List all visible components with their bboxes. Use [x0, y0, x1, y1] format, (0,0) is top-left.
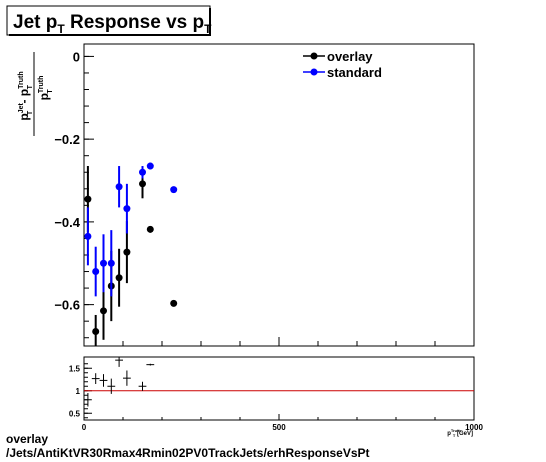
ratio-x-tick-label: 0 [82, 423, 87, 432]
legend: overlay standard [303, 49, 382, 80]
data-point-overlay [170, 299, 178, 307]
ratio-y-tick-label: 0.5 [69, 409, 81, 418]
ratio-x-tick-label: 500 [272, 423, 286, 432]
ratio-y-tick-label: 1 [76, 387, 81, 396]
y-tick-label: −0.2 [54, 132, 80, 147]
data-point-standard [100, 259, 107, 267]
data-point-standard [107, 259, 115, 267]
footer-label: overlay [6, 432, 49, 446]
data-point-standard [92, 268, 100, 276]
ratio-axes: 0.5 1 1.5 0 500 1000 [69, 363, 483, 432]
ratio-data-points [84, 357, 155, 407]
data-point-standard [139, 168, 146, 176]
svg-text:standard: standard [327, 65, 382, 80]
y-tick-label: −0.4 [54, 215, 80, 230]
data-point-standard [170, 186, 178, 194]
y-tick-label: 0 [73, 49, 80, 64]
data-point-overlay [92, 328, 100, 336]
legend-entry-overlay: overlay [303, 49, 373, 64]
data-point-overlay [146, 225, 154, 233]
data-point-overlay [139, 180, 146, 188]
legend-entry-standard: standard [303, 65, 382, 80]
main-axes: 0 −0.2 −0.4 −0.6 [54, 49, 475, 346]
data-point-standard [115, 183, 123, 191]
data-point-overlay [84, 195, 92, 203]
svg-text:overlay: overlay [327, 49, 373, 64]
data-point-overlay [115, 274, 123, 282]
data-point-overlay [123, 248, 131, 256]
footer-path: /Jets/AntiKtVR30Rmax4Rmin02PV0TrackJets/… [6, 446, 370, 460]
data-point-standard [123, 205, 131, 213]
data-point-standard [84, 232, 92, 240]
main-data-points [84, 162, 178, 346]
data-point-standard [146, 162, 154, 170]
data-point-overlay [100, 307, 107, 315]
y-tick-label: −0.6 [54, 298, 80, 313]
y-axis-label: pJet T - pTruth T pTruth T [17, 52, 54, 136]
ratio-y-tick-label: 1.5 [69, 364, 81, 373]
chart-title: Jet pT Response vs pT [13, 12, 212, 36]
title-box: Jet pT Response vs pT [6, 5, 212, 36]
ratio-x-tick-label: 1000 [465, 423, 483, 432]
x-axis-label: pTruth T [GeV] [447, 428, 473, 438]
